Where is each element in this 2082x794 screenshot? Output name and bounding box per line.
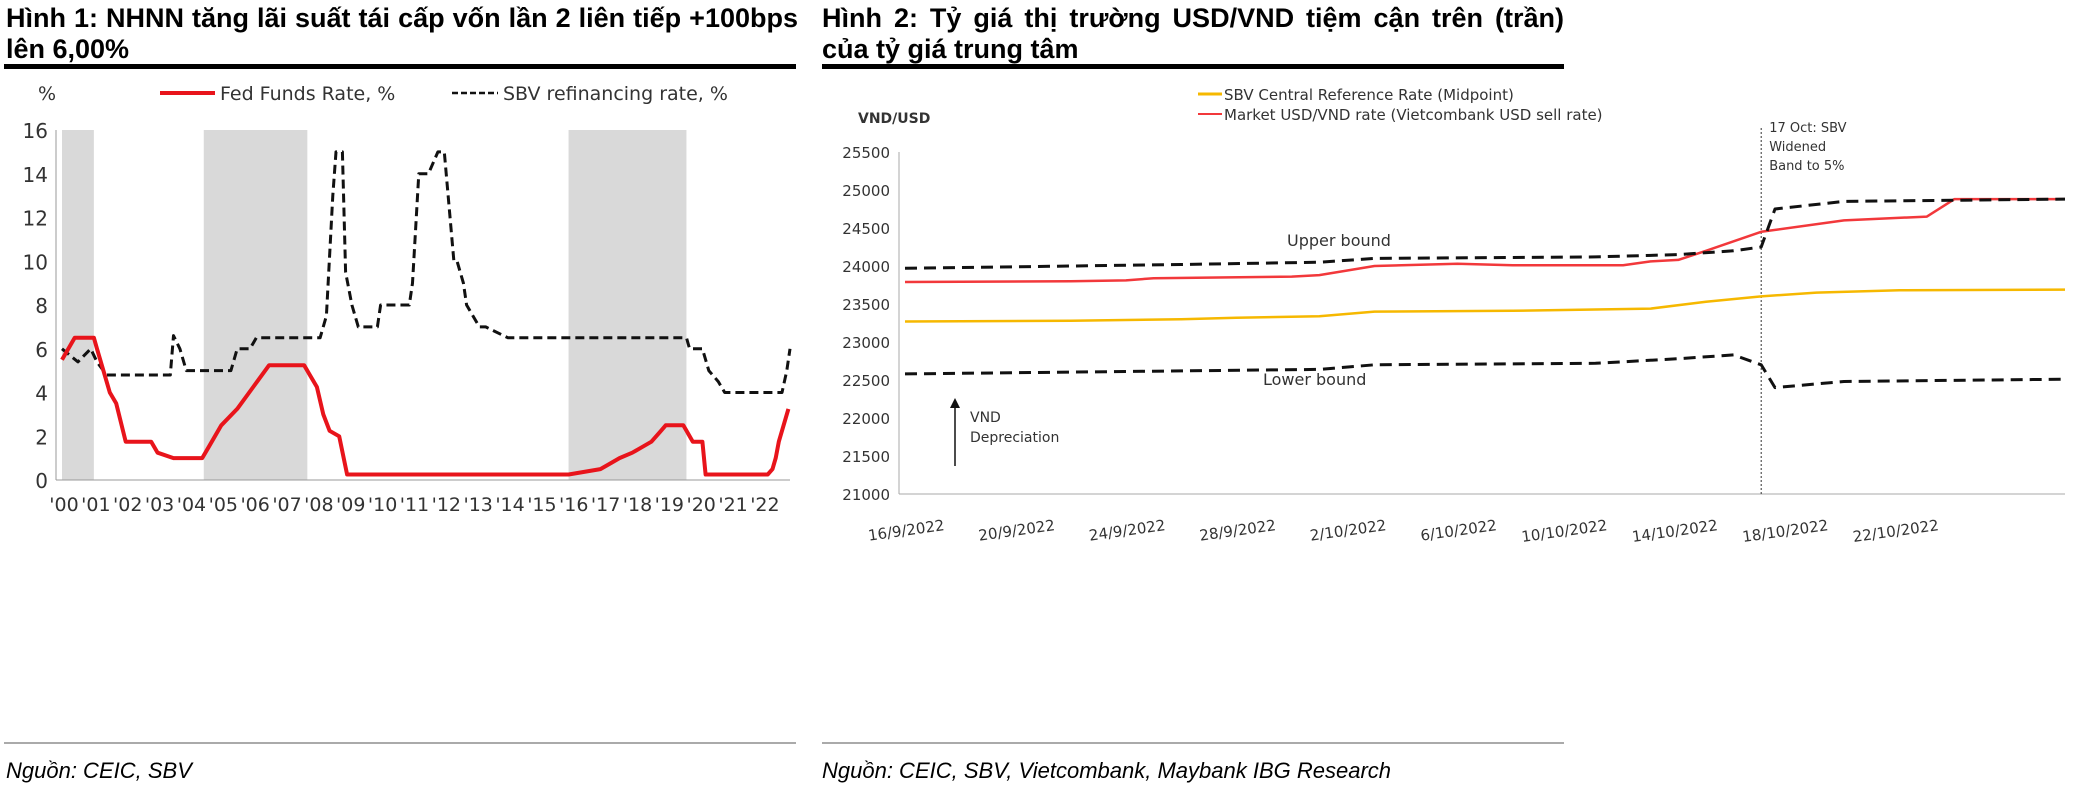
x-tick-label: '11 [400, 494, 429, 516]
legend-market-label: Market USD/VND rate (Vietcombank USD sel… [1224, 106, 1603, 124]
y-tick-label: 12 [23, 207, 48, 231]
legend-sbv-label: SBV refinancing rate, % [503, 83, 728, 105]
x-tick-label: '19 [655, 494, 684, 516]
figure-2-source: Nguồn: CEIC, SBV, Vietcombank, Maybank I… [822, 758, 1392, 783]
y-tick-label: 23500 [842, 296, 890, 314]
x-tick-label: '13 [463, 494, 492, 516]
y-tick-label: 25500 [842, 144, 890, 162]
y-axis-unit: % [38, 83, 56, 105]
figure-1-source: Nguồn: CEIC, SBV [6, 758, 192, 783]
x-tick-label: '07 [272, 494, 301, 516]
x-tick-label: '12 [432, 494, 461, 516]
event-annotation: 17 Oct: SBV [1769, 121, 1846, 136]
legend-midpoint-label: SBV Central Reference Rate (Midpoint) [1224, 86, 1514, 104]
x-tick-label: '15 [527, 494, 556, 516]
shaded-period [568, 130, 687, 480]
x-tick-label: 10/10/2022 [1520, 516, 1608, 546]
midpoint-line [904, 288, 2066, 323]
figure-1-title-rule [4, 64, 796, 69]
x-tick-label: 28/9/2022 [1198, 516, 1277, 545]
x-tick-label: 20/9/2022 [977, 516, 1056, 545]
x-tick-label: '00 [49, 494, 78, 516]
y-tick-label: 2 [35, 425, 48, 449]
y-tick-label: 4 [35, 382, 48, 406]
upper-bound-line [904, 197, 2066, 270]
x-tick-label: 16/9/2022 [867, 516, 946, 545]
lower-bound-line [904, 353, 2066, 390]
y-tick-label: 21000 [842, 486, 890, 504]
y-tick-label: 21500 [842, 448, 890, 466]
x-tick-label: '14 [495, 494, 524, 516]
x-tick-label: '22 [750, 494, 779, 516]
y-tick-label: 10 [23, 250, 48, 274]
y-tick-label: 24500 [842, 220, 890, 238]
x-tick-label: '10 [368, 494, 397, 516]
figure-2-bottom-rule [822, 742, 1564, 744]
sbv-refinancing-line [61, 150, 792, 394]
event-annotation: Widened [1769, 140, 1826, 155]
upper-bound-label: Upper bound [1287, 231, 1391, 250]
x-tick-label: '17 [591, 494, 620, 516]
fed-funds-line [60, 335, 791, 477]
y-axis-unit: VND/USD [858, 111, 930, 127]
x-tick-label: '03 [145, 494, 174, 516]
y-tick-label: 6 [35, 338, 48, 362]
figure-1-title: Hình 1: NHNN tăng lãi suất tái cấp vốn l… [6, 3, 798, 64]
x-tick-label: '16 [559, 494, 588, 516]
y-tick-label: 23000 [842, 334, 890, 352]
x-tick-label: '20 [686, 494, 715, 516]
x-tick-label: '08 [304, 494, 333, 516]
y-tick-label: 14 [23, 163, 48, 187]
x-tick-label: '02 [113, 494, 142, 516]
depreciation-label: VND [970, 410, 1001, 426]
x-tick-label: '21 [718, 494, 747, 516]
event-annotation: Band to 5% [1769, 159, 1844, 174]
y-tick-label: 8 [35, 294, 48, 318]
x-tick-label: 18/10/2022 [1741, 516, 1829, 546]
x-tick-label: 14/10/2022 [1631, 516, 1719, 546]
lower-bound-label: Lower bound [1263, 370, 1366, 389]
x-tick-label: '04 [177, 494, 206, 516]
x-tick-label: 6/10/2022 [1419, 516, 1498, 545]
y-tick-label: 25000 [842, 182, 890, 200]
legend-fed-label: Fed Funds Rate, % [220, 83, 395, 105]
market-rate-line [904, 197, 2065, 284]
x-tick-label: 2/10/2022 [1309, 516, 1388, 545]
y-tick-label: 22500 [842, 372, 890, 390]
depreciation-label: Depreciation [970, 430, 1059, 446]
x-tick-label: '06 [240, 494, 269, 516]
depreciation-arrowhead [950, 398, 960, 408]
y-tick-label: 22000 [842, 410, 890, 428]
figure-2-title-rule [822, 64, 1564, 69]
figure-1-bottom-rule [4, 742, 796, 744]
x-tick-label: '05 [209, 494, 238, 516]
y-tick-label: 24000 [842, 258, 890, 276]
shaded-period [203, 130, 308, 480]
x-tick-label: 22/10/2022 [1852, 516, 1940, 546]
y-tick-label: 0 [35, 469, 48, 493]
x-tick-label: '09 [336, 494, 365, 516]
x-tick-label: '18 [623, 494, 652, 516]
x-tick-label: '01 [81, 494, 110, 516]
y-tick-label: 16 [23, 119, 48, 143]
shaded-period [62, 130, 94, 480]
figure-2-title: Hình 2: Tỷ giá thị trường USD/VND tiệm c… [822, 3, 1564, 64]
x-tick-label: 24/9/2022 [1088, 516, 1167, 545]
